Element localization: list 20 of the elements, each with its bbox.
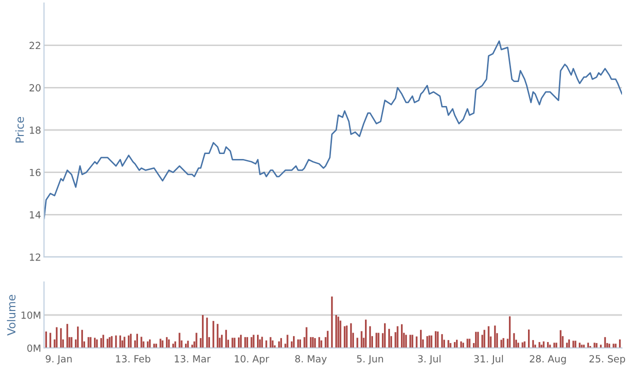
y-tick-label: 20 (30, 84, 41, 92)
y-axis-title: Price (15, 117, 24, 142)
x-tick-label: 8. May (295, 355, 327, 364)
y-tick-label: 16 (30, 168, 41, 176)
y-axis-title: Volume (6, 294, 16, 336)
x-tick-label: 9. Jan (46, 355, 72, 364)
x-tick-label: 5. Jun (357, 355, 384, 364)
y-tick-label: 18 (30, 126, 41, 134)
y-tick-label: 12 (30, 253, 40, 261)
x-tick-label: 13. Feb (116, 354, 150, 362)
y-tick-label: 0M (27, 344, 40, 352)
y-tick-label: 10M (22, 311, 40, 319)
x-tick-label: 31. Jul (474, 354, 503, 364)
x-tick-label: 13. Mar (174, 355, 211, 362)
y-tick-label: 22 (30, 42, 40, 50)
x-tick-label: 3. Jul (418, 354, 440, 364)
x-tick-label: 28. Aug (530, 355, 566, 364)
x-tick-label: 25. Sep (589, 355, 626, 364)
x-tick-label: 10. Apr (234, 355, 270, 364)
y-tick-label: 14 (30, 211, 41, 218)
